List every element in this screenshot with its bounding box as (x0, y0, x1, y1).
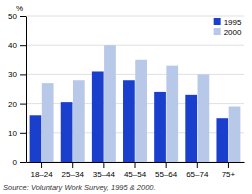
source-note: Source: Voluntary Work Survey, 1995 & 20… (3, 183, 156, 192)
bar (123, 80, 135, 162)
grid (26, 16, 244, 162)
x-tick-mark (41, 162, 42, 168)
bar (198, 74, 210, 162)
y-tick-label: 40 (8, 41, 17, 50)
legend: 19952000 (214, 18, 242, 37)
x-tick-label: 55–64 (155, 170, 178, 179)
bar (30, 115, 42, 162)
x-tick: 45–54 (124, 162, 147, 179)
grid-line (26, 74, 244, 75)
bar (73, 80, 85, 162)
y-tick: 30 (8, 70, 26, 79)
bar (185, 95, 197, 162)
bar (42, 83, 54, 162)
x-tick: 18–24 (30, 162, 53, 179)
y-axis-line (26, 17, 27, 163)
bar (92, 71, 104, 162)
bar-series (30, 71, 229, 162)
legend-swatch (214, 28, 221, 35)
grid-line (26, 16, 244, 17)
grid-line (26, 103, 244, 104)
x-tick-mark (72, 162, 73, 168)
x-tick-label: 75+ (222, 170, 236, 179)
y-tick: 20 (8, 100, 26, 109)
y-tick-mark (20, 45, 26, 46)
x-axis: 18–24 25–34 35–44 45–54 55–64 65–74 75+ (27, 162, 245, 179)
x-tick: 35–44 (93, 162, 116, 179)
bar (104, 45, 116, 162)
grid-line (26, 132, 244, 133)
bar (61, 102, 73, 162)
y-tick-label: 0 (13, 158, 18, 167)
chart: 18–24 25–34 35–44 45–54 55–64 65–74 75+ 0 10 20 30… (0, 0, 252, 194)
y-tick: 0 (13, 158, 26, 167)
x-tick-mark (135, 162, 136, 168)
y-tick-label: 20 (8, 100, 17, 109)
x-tick-mark (103, 162, 104, 168)
grid-line (26, 45, 244, 46)
y-tick: 40 (8, 41, 26, 50)
x-tick: 55–64 (155, 162, 178, 179)
bar (154, 92, 166, 162)
x-tick-mark (228, 162, 229, 168)
y-tick-mark (20, 74, 26, 75)
bar (216, 118, 228, 162)
x-tick-label: 45–54 (124, 170, 147, 179)
legend-label: 2000 (224, 28, 242, 37)
x-tick-label: 65–74 (186, 170, 209, 179)
y-label: % (16, 4, 23, 13)
y-tick: 50 (8, 12, 26, 21)
y-tick-mark (20, 16, 26, 17)
y-tick-label: 50 (8, 12, 17, 21)
x-tick: 65–74 (186, 162, 209, 179)
y-tick-mark (20, 133, 26, 134)
x-tick-label: 25–34 (62, 170, 85, 179)
x-tick-mark (197, 162, 198, 168)
y-axis: 0 10 20 30 40 50 (8, 12, 26, 167)
x-tick-label: 18–24 (30, 170, 53, 179)
y-tick-mark (20, 104, 26, 105)
y-tick-mark (20, 162, 26, 163)
bar (166, 66, 178, 162)
legend-label: 1995 (224, 18, 242, 27)
x-tick: 25–34 (62, 162, 85, 179)
legend-item: 1995 (214, 18, 242, 27)
plot: 18–24 25–34 35–44 45–54 55–64 65–74 75+ 0 10 20 30… (8, 12, 244, 179)
x-tick: 75+ (222, 162, 236, 179)
bar-series (42, 45, 241, 162)
x-tick-mark (166, 162, 167, 168)
legend-swatch (214, 18, 221, 25)
bar (135, 60, 147, 162)
legend-item: 2000 (214, 28, 242, 37)
x-tick-label: 35–44 (93, 170, 116, 179)
y-tick: 10 (8, 129, 26, 138)
bars (30, 45, 241, 162)
y-tick-label: 10 (8, 129, 17, 138)
y-tick-label: 30 (8, 70, 17, 79)
bar (229, 107, 241, 162)
